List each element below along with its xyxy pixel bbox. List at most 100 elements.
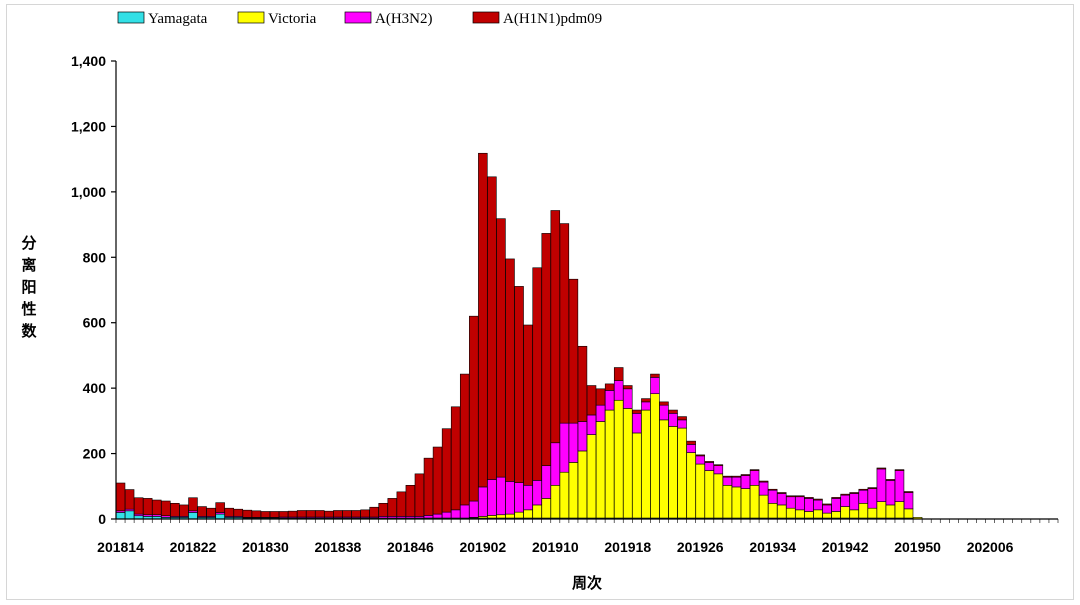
bar-segment bbox=[423, 515, 434, 519]
bar-segment bbox=[659, 419, 669, 519]
bar-segment bbox=[849, 492, 859, 494]
bar-segment bbox=[315, 510, 325, 518]
bar-segment bbox=[786, 507, 796, 519]
bar-segment bbox=[115, 482, 126, 512]
bar-segment bbox=[568, 422, 579, 463]
x-axis-title: 周次 bbox=[572, 574, 602, 592]
bar-segment bbox=[496, 514, 506, 519]
bar-segment bbox=[804, 498, 814, 512]
bar-segment bbox=[595, 421, 606, 519]
bar-segment bbox=[215, 502, 225, 513]
bar-segment bbox=[550, 442, 561, 486]
bar-segment bbox=[487, 479, 497, 516]
y-tick-label: 1,200 bbox=[71, 118, 106, 134]
bar-segment bbox=[586, 434, 597, 519]
bar-segment bbox=[867, 507, 878, 519]
bar-segment bbox=[378, 502, 388, 517]
bar-segment bbox=[876, 468, 887, 502]
bar-segment bbox=[251, 510, 262, 518]
bar-segment bbox=[523, 509, 533, 519]
bar-segment bbox=[342, 510, 352, 518]
bar-segment bbox=[776, 504, 787, 519]
bar-segment bbox=[559, 471, 570, 519]
bar-segment bbox=[731, 486, 742, 519]
bar-segment bbox=[858, 502, 869, 519]
plot-area bbox=[115, 152, 923, 520]
bar-segment bbox=[623, 408, 633, 519]
bar-segment bbox=[867, 488, 878, 509]
bar-segment bbox=[206, 507, 216, 517]
bar-segment bbox=[215, 513, 225, 520]
bar-segment bbox=[641, 401, 651, 411]
bar-segment bbox=[441, 511, 452, 519]
bar-segment bbox=[459, 373, 470, 506]
bar-segment bbox=[813, 498, 823, 501]
bar-segment bbox=[613, 380, 624, 401]
bar-segment bbox=[224, 507, 234, 517]
bar-segment bbox=[822, 512, 832, 519]
y-axis-title: 分离阳性数 bbox=[21, 234, 37, 340]
bar-segment bbox=[170, 502, 180, 517]
bar-segment bbox=[903, 491, 914, 493]
bar-segment bbox=[586, 414, 597, 435]
legend-label: A(H1N1)pdm09 bbox=[503, 11, 602, 27]
bar-segment bbox=[469, 500, 479, 518]
bar-segment bbox=[659, 404, 669, 421]
bar-segment bbox=[822, 503, 832, 506]
bar-segment bbox=[740, 475, 751, 489]
bar-segment bbox=[532, 504, 542, 519]
bar-segment bbox=[813, 509, 823, 519]
bar-segment bbox=[758, 494, 769, 519]
bar-segment bbox=[731, 476, 742, 488]
bar-segment bbox=[885, 480, 896, 506]
bar-segment bbox=[613, 367, 624, 381]
bar-segment bbox=[795, 496, 805, 511]
legend-label: A(H3N2) bbox=[375, 11, 433, 27]
bar-segment bbox=[722, 475, 733, 478]
bar-segment bbox=[115, 512, 126, 520]
bar-segment bbox=[840, 506, 850, 519]
bar-segment bbox=[894, 470, 905, 502]
bar-segment bbox=[532, 480, 542, 506]
bar-segment bbox=[469, 315, 479, 502]
bar-segment bbox=[604, 409, 615, 519]
y-tick-label: 1,400 bbox=[71, 53, 106, 69]
bar-segment bbox=[369, 506, 379, 518]
bar-segment bbox=[496, 476, 506, 516]
bar-segment bbox=[487, 176, 497, 480]
bar-segment bbox=[767, 488, 778, 491]
bar-segment bbox=[505, 513, 515, 519]
bar-segment bbox=[550, 210, 561, 444]
bar-segment bbox=[677, 416, 687, 421]
bar-segment bbox=[686, 452, 696, 519]
bar-segment bbox=[161, 500, 171, 517]
bar-segment bbox=[405, 484, 416, 517]
legend-label: Victoria bbox=[268, 11, 317, 27]
bar-segment bbox=[142, 498, 153, 516]
bar-segment bbox=[786, 495, 796, 498]
bar-segment bbox=[188, 497, 198, 512]
bar-segment bbox=[532, 267, 542, 481]
bar-segment bbox=[722, 476, 733, 486]
legend-label: Yamagata bbox=[148, 11, 208, 27]
x-tick-label: 201934 bbox=[749, 539, 796, 555]
bar-segment bbox=[831, 497, 841, 499]
bar-segment bbox=[650, 373, 660, 378]
legend-swatch bbox=[237, 11, 265, 24]
chart-frame bbox=[6, 4, 1074, 600]
bar-segment bbox=[478, 486, 488, 517]
x-axis: 201814 201822 201830 201838 201846 201902 2019… bbox=[97, 518, 1059, 555]
bar-segment bbox=[749, 484, 760, 519]
bar-segment bbox=[514, 482, 524, 513]
bar-segment bbox=[731, 475, 742, 478]
bar-segment bbox=[668, 426, 678, 519]
bar-segment bbox=[541, 465, 551, 499]
x-tick-label: 201902 bbox=[459, 539, 506, 555]
bar-segment bbox=[568, 462, 579, 519]
bar-segment bbox=[813, 499, 823, 511]
y-tick-label: 600 bbox=[83, 315, 107, 331]
bar-segment bbox=[686, 444, 696, 453]
bar-segment bbox=[423, 457, 434, 516]
bar-segment bbox=[632, 432, 642, 519]
